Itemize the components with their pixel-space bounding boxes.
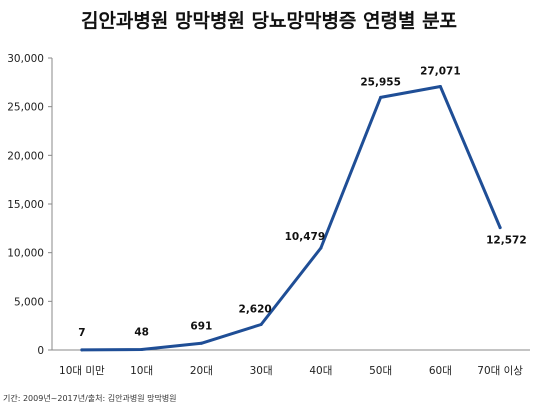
data-point — [438, 85, 442, 89]
y-tick-label: 20,000 — [7, 150, 44, 162]
x-tick-label: 50대 — [369, 365, 392, 377]
data-label: 691 — [190, 320, 212, 332]
data-point — [199, 341, 203, 345]
data-point — [140, 348, 144, 352]
series-line — [80, 85, 502, 352]
x-tick-label: 60대 — [429, 365, 452, 377]
data-point — [259, 322, 263, 326]
data-label: 7 — [78, 327, 85, 339]
data-point — [498, 226, 502, 230]
y-tick-label: 0 — [37, 345, 44, 357]
data-label: 27,071 — [420, 66, 461, 78]
data-point — [80, 348, 84, 352]
data-labels: 7 48 691 2,620 10,479 25,955 27,071 12,572 — [78, 66, 526, 339]
chart-title: 김안과병원 망막병원 당뇨망막병증 연령별 분포 — [81, 10, 457, 32]
y-axis: 0 5,000 10,000 15,000 20,000 25,000 30,000 — [7, 53, 53, 357]
y-tick-label: 5,000 — [14, 296, 44, 308]
series-group — [80, 85, 502, 352]
y-tick-label: 25,000 — [7, 102, 44, 114]
data-label: 25,955 — [360, 76, 401, 88]
source-note: 기간: 2009년~2017년/출처: 김안과병원 망막병원 — [3, 393, 177, 403]
x-tick-label: 20대 — [190, 365, 213, 377]
y-tick-label: 10,000 — [7, 248, 44, 260]
y-tick-label: 30,000 — [7, 53, 44, 65]
x-tick-label: 70대 이상 — [477, 365, 523, 377]
data-label: 2,620 — [239, 303, 272, 315]
x-tick-label: 10대 — [130, 365, 153, 377]
data-label: 10,479 — [285, 231, 326, 243]
data-point — [319, 246, 323, 250]
y-tick-label: 15,000 — [7, 199, 44, 211]
data-point — [379, 95, 383, 99]
x-axis: 10대 미만 10대 20대 30대 40대 50대 60대 70대 이상 — [52, 349, 530, 377]
data-label: 48 — [134, 327, 149, 339]
x-tick-label: 10대 미만 — [59, 365, 105, 377]
data-label: 12,572 — [486, 235, 527, 247]
x-tick-label: 30대 — [250, 365, 273, 377]
x-tick-label: 40대 — [309, 365, 332, 377]
